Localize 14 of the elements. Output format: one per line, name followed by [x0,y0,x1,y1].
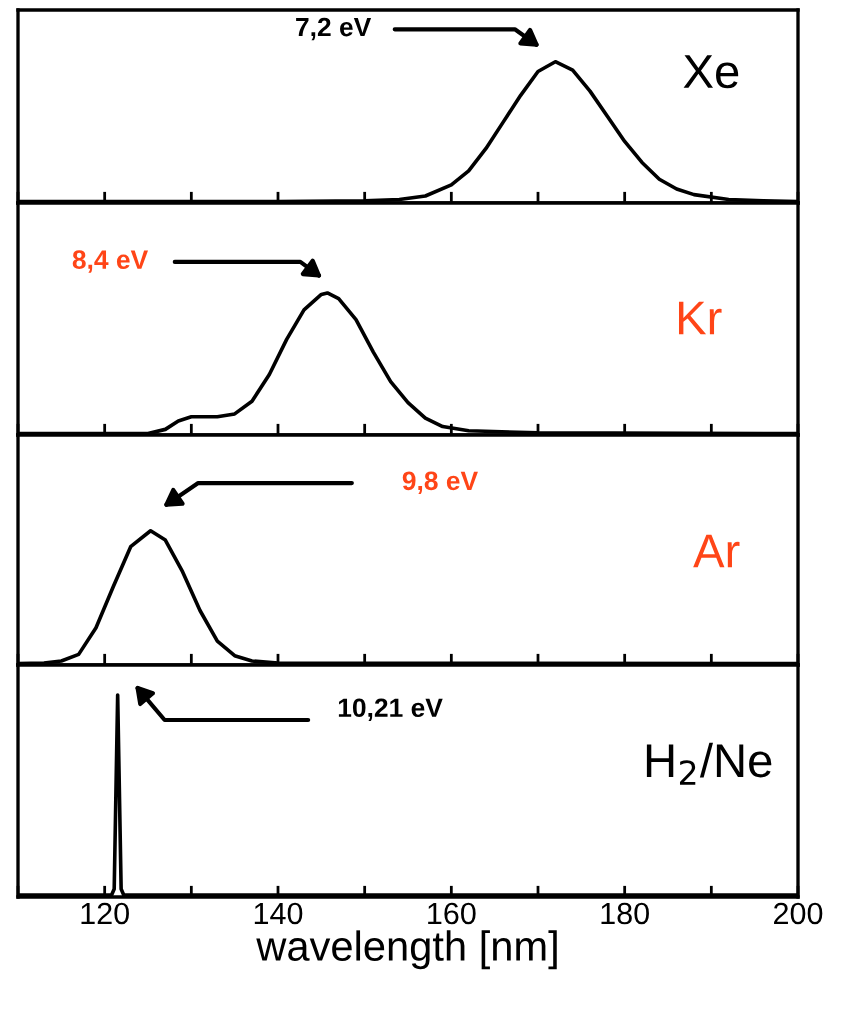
x-tick-label: 160 [428,902,476,925]
annotation: Xe [683,55,739,89]
text: 8,4 eV [72,250,149,273]
annotation: H$_{2}$/Ne [646,742,772,785]
text: 7,2 eV [296,17,372,41]
text: 9,8 eV [402,471,478,494]
x-tick-label: 140 [254,902,303,925]
annotation: 10,21 eV [338,698,443,721]
x-tick-label: 120 [81,902,129,925]
x-tick-label: 180 [601,902,649,925]
x-axis-title: wavelength [nm] [256,930,557,970]
x-tick-label: 200 [774,902,823,925]
annotation: Kr [678,301,722,335]
annotation: Ar [693,534,740,568]
